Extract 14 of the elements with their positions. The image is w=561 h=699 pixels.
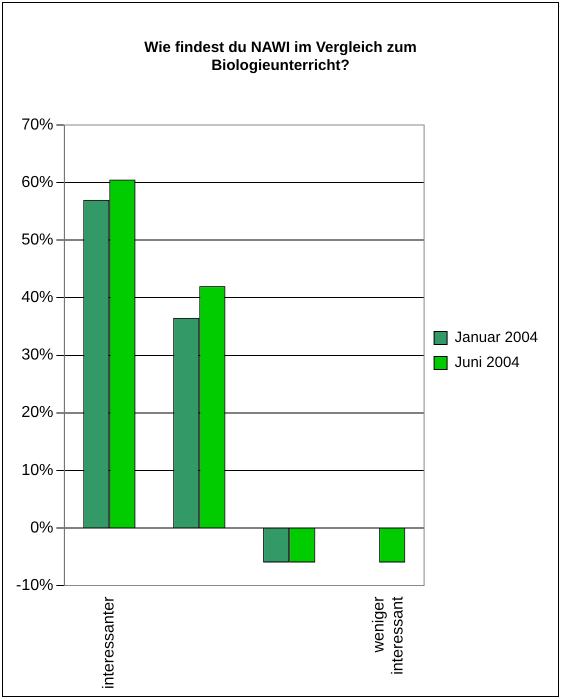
y-tick-label: 20% bbox=[21, 404, 54, 422]
y-tick-label: 40% bbox=[21, 289, 54, 306]
chart-title: Wie findest du NAWI im Vergleich zum Biologieunterricht? bbox=[144, 39, 417, 74]
legend-label: Juni 2004 bbox=[454, 354, 520, 372]
y-tick-label: 30% bbox=[21, 346, 54, 364]
y-tick-label: -10% bbox=[16, 576, 54, 594]
x-tick-label: interessanter bbox=[100, 596, 118, 690]
y-tick-label: 0% bbox=[30, 519, 54, 536]
y-tick-label: 70% bbox=[21, 116, 54, 134]
y-tick-label: 50% bbox=[21, 232, 54, 249]
legend-label: Januar 2004 bbox=[454, 329, 538, 346]
y-tick-label: 60% bbox=[21, 174, 54, 191]
x-tick-label: weniger interessant bbox=[370, 596, 407, 675]
y-tick-label: 10% bbox=[21, 462, 54, 479]
